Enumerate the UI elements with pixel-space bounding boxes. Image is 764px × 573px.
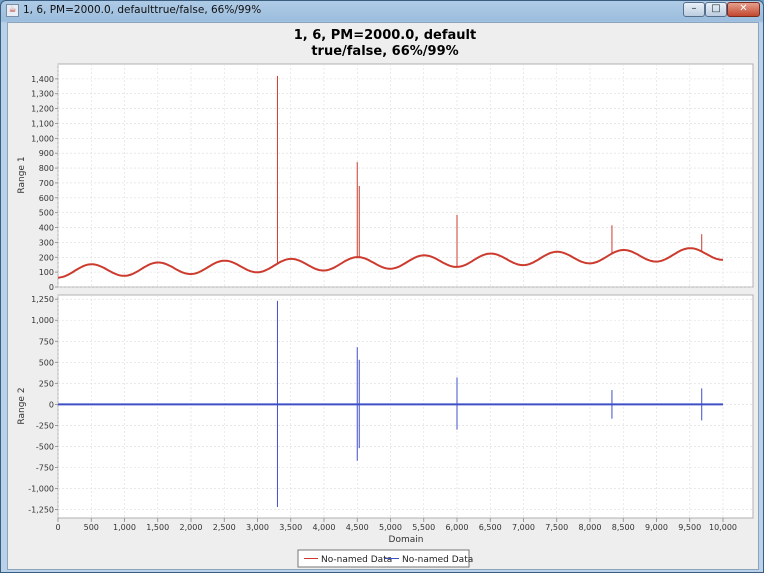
x-tick-label: 3,500 [279,523,302,532]
maximize-button[interactable]: □ [705,2,727,17]
y-tick-label: 900 [39,149,54,158]
title-bar[interactable]: ☕ 1, 6, PM=2000.0, defaulttrue/false, 66… [1,1,763,21]
legend-box [297,549,470,568]
x-tick-label: 10,000 [709,523,737,532]
plot-range-1: 0 100 200 300 400 500 600 700 800 900 1,000 1,100 1,… [17,63,754,292]
y-tick-label: 400 [39,224,54,233]
series-range-2 [58,300,723,508]
x-tick-label: 7,500 [545,523,568,532]
y-tick-label: 1,250 [31,295,54,304]
x-axis: 0 500 1,000 1,500 2,000 2,500 3,000 3,500 4,000 4… [55,518,737,532]
x-axis-label: Domain [389,535,424,545]
legend: No-named Data No-named Data [297,549,473,568]
gridlines-range-1 [57,64,753,288]
chart-title-line2: true/false, 66%/99% [311,44,458,59]
legend-label-series-1: No-named Data [321,555,392,565]
x-tick-label: 8,000 [579,523,602,532]
x-tick-label: 5,000 [379,523,402,532]
x-tick-label: 1,000 [113,523,136,532]
y-tick-label: 1,100 [31,119,54,128]
y-axis-label-range-2: Range 2 [17,387,27,424]
x-tick-label: 6,500 [479,523,502,532]
y-axis-ticks-range-1: 0 100 200 300 400 500 600 700 800 900 1,000 1,100 1,… [31,75,58,292]
y-tick-label: 500 [39,358,54,367]
x-tick-label: 2,500 [213,523,236,532]
x-tick-label: 500 [84,523,99,532]
y-tick-label: 1,000 [31,134,54,143]
x-tick-label: 4,500 [346,523,369,532]
y-tick-label: 1,400 [31,75,54,84]
chart-panel: 1, 6, PM=2000.0, default true/false, 66%… [7,22,759,570]
y-tick-label: 1,000 [31,316,54,325]
x-tick-label: 6,000 [446,523,469,532]
y-tick-label: 250 [39,379,54,388]
legend-label-series-2: No-named Data [402,555,473,565]
x-tick-label: 3,000 [246,523,269,532]
x-tick-label: 9,000 [645,523,668,532]
close-button[interactable]: ✕ [727,2,760,17]
y-tick-label: -750 [36,464,54,473]
minimize-button[interactable]: – [683,2,705,17]
y-tick-label: 500 [39,209,54,218]
y-tick-label: 0 [49,400,54,409]
y-tick-label: 100 [39,268,54,277]
plot-area-range-2 [57,294,754,519]
plot-area-range-1 [57,63,754,288]
y-tick-label: 1,200 [31,105,54,114]
chart-svg: 1, 6, PM=2000.0, default true/false, 66%… [8,23,758,569]
y-tick-label: -250 [36,421,54,430]
y-axis-label-range-1: Range 1 [17,156,27,193]
plot-range-2: -1,250 -1,000 -750 -500 -250 0 250 500 750 1,000 1… [17,294,754,519]
x-tick-label: 1,500 [146,523,169,532]
x-tick-label: 2,000 [180,523,203,532]
chart-title-line1: 1, 6, PM=2000.0, default [294,28,476,43]
y-tick-label: -1,000 [28,485,54,494]
y-tick-label: -500 [36,442,54,451]
y-tick-label: 0 [49,283,54,292]
y-tick-label: -1,250 [28,506,54,515]
y-tick-label: 750 [39,337,54,346]
y-tick-label: 700 [39,179,54,188]
x-tick-label: 4,000 [313,523,336,532]
y-tick-label: 1,300 [31,90,54,99]
x-tick-label: 9,500 [678,523,701,532]
series-range-1 [57,75,723,279]
y-axis-ticks-range-2: -1,250 -1,000 -750 -500 -250 0 250 500 750 1,000 1… [28,295,58,515]
x-tick-label: 5,500 [412,523,435,532]
x-tick-label: 7,000 [512,523,535,532]
gridlines-range-2 [57,295,753,518]
y-tick-label: 600 [39,194,54,203]
y-tick-label: 800 [39,164,54,173]
x-tick-label: 8,500 [612,523,635,532]
y-tick-label: 300 [39,238,54,247]
y-tick-label: 200 [39,253,54,262]
x-tick-label: 0 [55,523,60,532]
window-title: 1, 6, PM=2000.0, defaulttrue/false, 66%/… [23,4,262,16]
java-icon[interactable]: ☕ [6,4,19,17]
